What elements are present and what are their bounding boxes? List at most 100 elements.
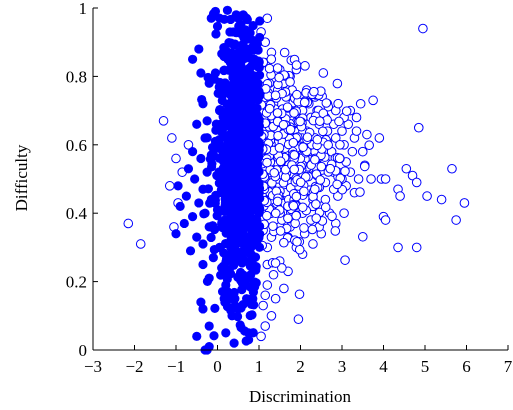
open-point	[310, 184, 320, 195]
filled-point	[196, 68, 206, 78]
open-point	[288, 137, 299, 148]
filled-point	[225, 27, 235, 37]
filled-point	[223, 54, 233, 64]
open-point	[282, 102, 293, 112]
filled-point	[245, 156, 255, 166]
filled-point	[232, 96, 242, 106]
filled-point	[228, 240, 238, 251]
open-point	[380, 174, 391, 184]
filled-point	[233, 304, 243, 314]
filled-point	[210, 303, 220, 313]
open-point	[315, 116, 325, 127]
open-point	[340, 255, 350, 265]
filled-point	[228, 84, 238, 95]
open-point	[320, 194, 331, 205]
filled-point	[219, 157, 229, 167]
y-tick-label: 0.8	[66, 67, 87, 86]
x-tick-label: 2	[296, 357, 305, 376]
filled-point	[221, 328, 231, 338]
open-point	[401, 163, 412, 174]
filled-point	[254, 184, 264, 195]
x-tick-label: −2	[125, 357, 143, 376]
open-point	[380, 215, 391, 225]
filled-point	[204, 321, 214, 331]
filled-point	[208, 253, 218, 263]
open-point	[270, 208, 281, 219]
filled-point	[202, 116, 212, 126]
filled-point	[254, 32, 265, 43]
filled-point	[194, 198, 204, 208]
filled-point	[237, 258, 247, 268]
filled-point	[241, 50, 251, 60]
filled-point	[248, 21, 258, 31]
open-point	[268, 221, 278, 232]
filled-point	[220, 201, 230, 211]
open-point	[332, 179, 342, 190]
open-point	[256, 331, 266, 342]
x-tick-label: 7	[504, 357, 513, 376]
filled-point	[237, 131, 248, 141]
open-point	[285, 77, 295, 87]
open-point	[362, 129, 372, 140]
open-point	[302, 132, 313, 143]
filled-point	[222, 250, 232, 261]
filled-point	[217, 126, 227, 136]
open-point	[447, 163, 457, 174]
filled-point	[255, 229, 265, 239]
filled-point	[198, 259, 208, 270]
open-point	[323, 140, 333, 150]
filled-point	[188, 147, 198, 157]
filled-point	[204, 78, 214, 88]
filled-point	[230, 233, 241, 243]
filled-point	[239, 30, 250, 40]
filled-point	[224, 221, 234, 232]
open-point	[321, 98, 332, 108]
open-point	[311, 213, 322, 223]
open-point	[366, 174, 376, 184]
filled-point	[255, 16, 265, 26]
open-point	[355, 187, 365, 197]
open-point	[353, 174, 364, 184]
filled-point	[209, 331, 219, 341]
open-point	[459, 198, 470, 208]
open-point	[289, 164, 300, 175]
filled-point	[248, 294, 258, 304]
open-point	[357, 231, 368, 242]
open-point	[285, 124, 296, 135]
filled-point	[229, 180, 239, 190]
open-point	[335, 140, 345, 150]
filled-point	[173, 181, 183, 191]
open-point	[320, 202, 331, 213]
filled-point	[243, 172, 253, 182]
filled-point	[229, 338, 239, 348]
open-point	[327, 211, 337, 222]
open-point	[272, 108, 283, 118]
open-point	[279, 283, 289, 294]
filled-point	[206, 194, 216, 205]
open-point	[422, 191, 432, 201]
filled-point	[226, 101, 236, 111]
open-point	[332, 78, 343, 89]
filled-point	[210, 68, 221, 78]
filled-point	[226, 152, 236, 162]
open-point	[451, 215, 461, 225]
open-point	[274, 143, 285, 153]
open-point	[318, 68, 329, 78]
filled-point	[183, 164, 194, 174]
y-tick-label: 0.2	[66, 273, 87, 292]
open-point	[343, 119, 354, 130]
open-point	[298, 142, 308, 152]
open-point	[355, 98, 366, 109]
open-point	[123, 218, 134, 229]
open-point	[291, 210, 301, 221]
filled-point	[198, 239, 208, 249]
filled-point	[244, 328, 254, 338]
filled-point	[244, 207, 254, 218]
axes	[92, 7, 509, 351]
filled-point	[188, 212, 198, 222]
y-tick-label: 0	[79, 341, 88, 360]
open-point	[341, 106, 352, 116]
x-tick-label: 4	[379, 357, 388, 376]
filled-point	[255, 91, 265, 101]
